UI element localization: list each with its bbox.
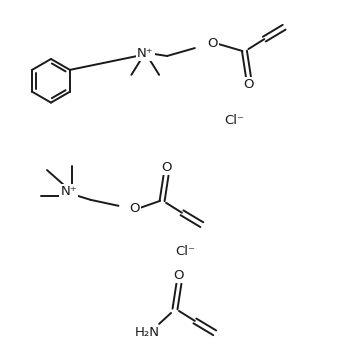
Text: H₂N: H₂N xyxy=(135,326,160,339)
Text: N⁺: N⁺ xyxy=(137,46,154,60)
Text: O: O xyxy=(207,37,218,50)
Text: N⁺: N⁺ xyxy=(61,185,77,199)
Text: Cl⁻: Cl⁻ xyxy=(224,114,245,127)
Text: O: O xyxy=(243,78,254,91)
Text: O: O xyxy=(161,160,171,174)
Text: O: O xyxy=(129,202,139,215)
Text: O: O xyxy=(174,269,184,282)
Text: Cl⁻: Cl⁻ xyxy=(175,245,195,258)
